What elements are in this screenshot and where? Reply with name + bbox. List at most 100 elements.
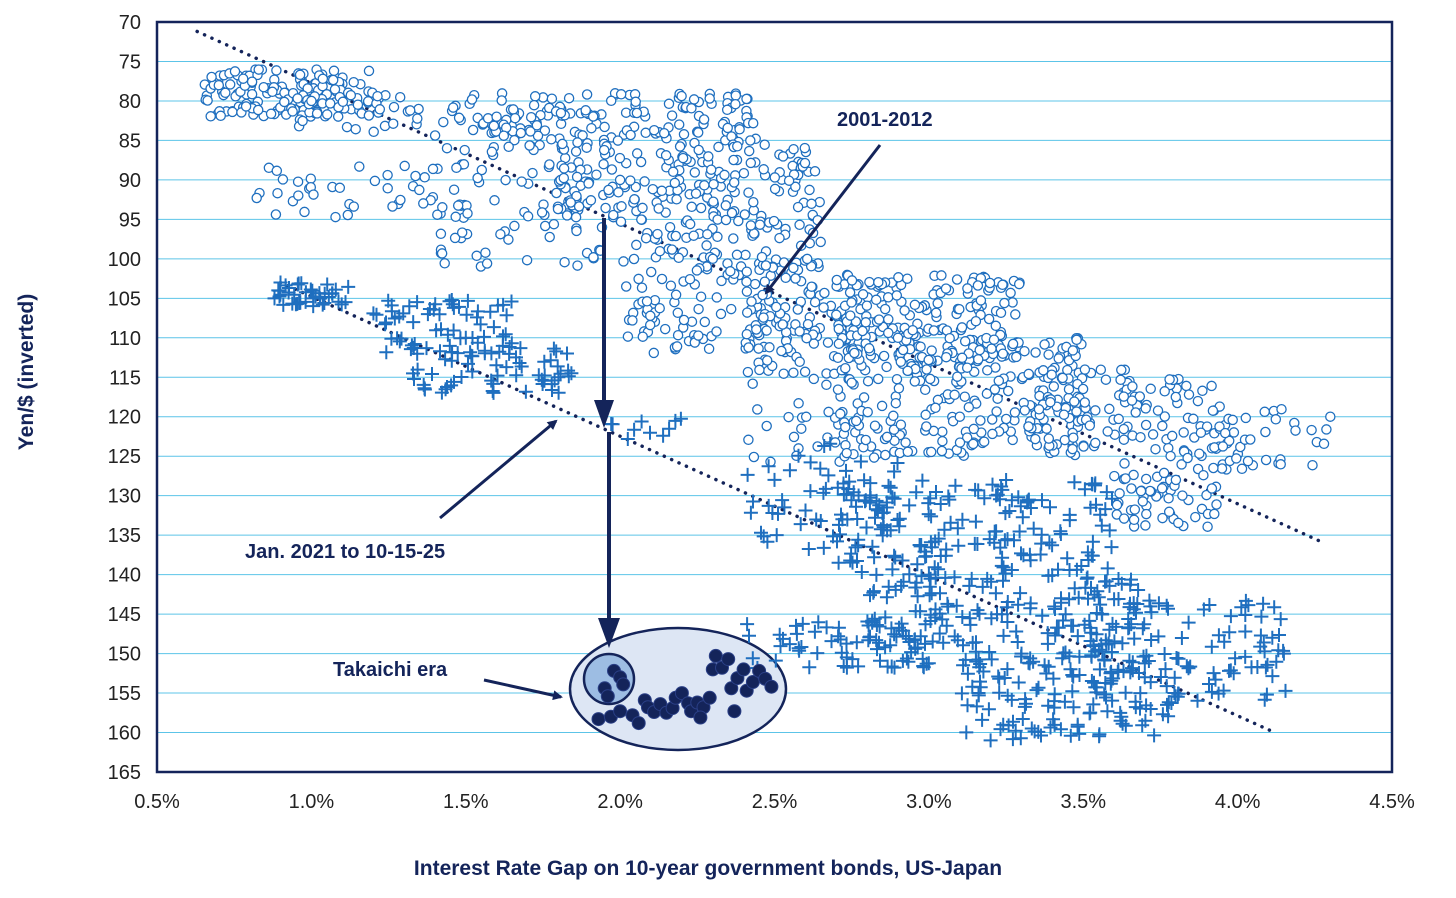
point-2021-2025 [489, 358, 504, 373]
point-2001-2012 [959, 336, 971, 347]
point-2001-2012 [1208, 462, 1219, 474]
point-2021-2025 [440, 380, 454, 394]
point-2021-2025 [1157, 647, 1172, 661]
point-2021-2025 [1118, 718, 1133, 733]
point-2001-2012 [586, 122, 597, 134]
point-2021-2025 [1100, 704, 1115, 719]
point-2021-2025 [1084, 476, 1099, 491]
point-2021-2025 [793, 517, 808, 532]
point-2001-2012 [936, 270, 947, 281]
point-2001-2012 [1227, 414, 1238, 426]
point-2001-2012 [975, 415, 986, 426]
y-tick-label: 145 [108, 604, 141, 626]
point-2001-2012 [631, 107, 643, 119]
point-2001-2012 [1119, 458, 1130, 469]
point-2001-2012 [1126, 395, 1138, 406]
point-2001-2012 [227, 106, 238, 118]
point-2021-2025 [1222, 625, 1237, 640]
point-2001-2012 [404, 105, 416, 116]
point-2021-2025 [1012, 524, 1027, 539]
y-tick-label: 125 [108, 446, 141, 468]
point-2001-2012 [1166, 430, 1178, 442]
point-2001-2012 [1140, 419, 1152, 431]
point-2001-2012 [348, 76, 359, 88]
point-2001-2012 [620, 281, 632, 292]
point-2001-2012 [849, 347, 860, 359]
point-2001-2012 [382, 183, 393, 194]
point-2001-2012 [452, 200, 464, 211]
point-2001-2012 [521, 254, 533, 266]
y-tick-label: 165 [108, 762, 141, 784]
point-2021-2025 [473, 317, 488, 332]
point-2021-2025 [379, 315, 393, 330]
point-2021-2025 [881, 579, 896, 594]
point-2001-2012 [1137, 496, 1149, 507]
point-2021-2025 [848, 540, 863, 555]
x-tick-label: 3.5% [1060, 791, 1106, 813]
point-2001-2012 [1019, 405, 1031, 416]
point-2021-2025 [1204, 684, 1219, 699]
point-2021-2025 [881, 478, 896, 493]
point-2001-2012 [311, 108, 323, 119]
point-2001-2012 [1260, 426, 1271, 438]
point-2021-2025 [775, 493, 790, 508]
point-2001-2012 [876, 400, 888, 412]
point-2021-2025 [1083, 620, 1098, 635]
point-2021-2025 [969, 699, 984, 714]
point-2001-2012 [1048, 381, 1060, 392]
point-2001-2012 [636, 214, 647, 225]
point-2001-2012 [437, 202, 448, 213]
point-2001-2012 [270, 209, 282, 220]
point-2001-2012 [1206, 380, 1217, 392]
point-2001-2012 [1209, 508, 1220, 520]
point-2001-2012 [630, 96, 641, 108]
point-2021-2025 [1095, 644, 1110, 659]
point-2001-2012 [1010, 309, 1021, 320]
point-2001-2012 [447, 102, 459, 113]
point-2001-2012 [1033, 404, 1045, 415]
point-2001-2012 [806, 281, 817, 292]
point-2001-2012 [1078, 441, 1089, 452]
point-2021-2025 [983, 733, 998, 748]
point-2001-2012 [647, 183, 659, 195]
point-2021-2025 [1151, 629, 1166, 644]
point-2001-2012 [363, 110, 375, 121]
point-2021-2025 [290, 277, 305, 292]
point-2001-2012 [1118, 513, 1130, 524]
point-2021-2025 [1211, 628, 1226, 643]
point-2001-2012 [792, 304, 804, 315]
point-2001-2012 [720, 200, 732, 211]
point-2021-2025 [924, 509, 939, 524]
point-2021-2025 [823, 436, 838, 451]
point-2021-2025 [745, 651, 760, 666]
point-2021-2025 [981, 702, 996, 717]
point-2001-2012 [858, 392, 870, 403]
point-2001-2012 [748, 196, 759, 208]
point-2001-2012 [715, 308, 727, 320]
point-2001-2012 [1140, 403, 1151, 414]
point-2021-2025 [1272, 628, 1286, 642]
point-2021-2025 [445, 297, 460, 312]
point-2021-2025 [1144, 605, 1159, 620]
point-2001-2012 [1157, 420, 1168, 432]
point-2001-2012 [352, 99, 364, 110]
point-2001-2012 [743, 145, 755, 157]
point-2021-2025 [929, 485, 943, 499]
point-2001-2012 [509, 220, 520, 232]
point-2001-2012 [1158, 467, 1170, 479]
point-2001-2012 [1118, 434, 1130, 445]
point-2021-2025 [1216, 683, 1231, 698]
point-takaichi [693, 710, 708, 725]
point-2001-2012 [1163, 506, 1175, 518]
point-2001-2012 [271, 165, 283, 177]
point-2021-2025 [1043, 720, 1058, 735]
point-2021-2025 [321, 290, 336, 304]
point-2021-2025 [1089, 627, 1104, 642]
point-2021-2025 [831, 555, 846, 570]
point-2001-2012 [833, 323, 845, 335]
point-2001-2012 [972, 280, 984, 291]
point-2021-2025 [984, 574, 999, 589]
point-2021-2025 [450, 346, 465, 361]
point-2001-2012 [297, 115, 308, 127]
point-2001-2012 [864, 276, 875, 288]
